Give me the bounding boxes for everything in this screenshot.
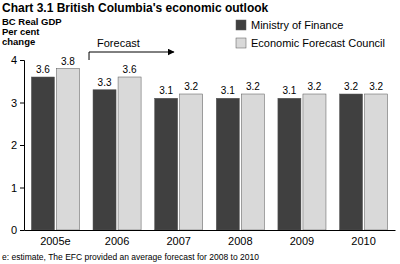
y-tick-label: 4 <box>11 54 17 66</box>
x-tick-label: 2006 <box>105 235 129 247</box>
x-tick: 2010 <box>351 230 375 247</box>
x-tick-label: 2009 <box>290 235 314 247</box>
y-tick-mark <box>20 145 24 146</box>
bar <box>365 94 388 230</box>
x-tick-label: 2007 <box>166 235 190 247</box>
y-tick: 2 <box>11 139 24 151</box>
bars <box>31 69 387 231</box>
forecast-arrow-stem <box>89 52 90 60</box>
data-label: 3.3 <box>98 77 112 88</box>
x-tick: 2006 <box>105 230 129 247</box>
x-tick: 2007 <box>166 230 190 247</box>
y-tick: 1 <box>11 182 24 194</box>
data-label: 3.2 <box>308 81 322 92</box>
y-tick-mark <box>20 230 24 231</box>
y-tick-label: 2 <box>11 139 17 151</box>
bar <box>303 94 326 230</box>
legend-swatch <box>236 38 246 48</box>
bar <box>180 94 203 230</box>
x-tick: 2005e <box>40 230 71 247</box>
x-tick: 2009 <box>290 230 314 247</box>
data-label: 3.2 <box>246 81 260 92</box>
data-label: 3.8 <box>61 56 75 67</box>
x-tick: 2008 <box>228 230 252 247</box>
y-tick: 3 <box>11 97 24 109</box>
y-tick-mark <box>20 103 24 104</box>
bar <box>155 98 178 230</box>
data-label: 3.1 <box>159 85 173 96</box>
y-axis: 0 1 2 3 4 <box>11 54 25 236</box>
bar <box>118 77 141 230</box>
data-label: 3.2 <box>369 81 383 92</box>
x-tick-label: 2008 <box>228 235 252 247</box>
y-tick: 0 <box>11 224 24 236</box>
data-label: 3.6 <box>36 64 50 75</box>
data-label: 3.1 <box>282 85 296 96</box>
y-tick-mark <box>20 188 24 189</box>
forecast-arrow <box>89 52 174 53</box>
legend-swatch <box>236 20 246 30</box>
bar <box>31 77 54 230</box>
x-axis: 2005e 2006 2007 2008 2009 2010 <box>25 230 396 247</box>
bar <box>340 94 363 230</box>
y-tick: 4 <box>11 54 24 66</box>
footnote: e: estimate, The EFC provided an average… <box>2 252 259 262</box>
bar <box>216 98 239 230</box>
bar <box>56 69 79 231</box>
y-tick-label: 3 <box>11 97 17 109</box>
y-tick-mark <box>20 60 24 61</box>
bar <box>241 94 264 230</box>
data-label: 3.6 <box>123 64 137 75</box>
legend-label: Economic Forecast Council <box>251 37 385 49</box>
chart: Chart 3.1 British Columbia's economic ou… <box>0 0 400 264</box>
x-tick-label: 2005e <box>40 235 71 247</box>
y-axis-line <box>20 61 25 231</box>
x-axis-line <box>25 230 396 231</box>
y-axis-title: change <box>2 36 35 47</box>
y-tick-label: 1 <box>11 182 17 194</box>
data-label: 3.1 <box>221 85 235 96</box>
annotation: Forecast <box>97 37 140 49</box>
legend: Ministry of Finance Economic Forecast Cou… <box>236 19 385 49</box>
data-label: 3.2 <box>184 81 198 92</box>
bar <box>278 98 301 230</box>
bar <box>93 90 116 230</box>
y-tick-label: 0 <box>11 224 17 236</box>
title: Chart 3.1 British Columbia's economic ou… <box>2 1 269 15</box>
data-label: 3.2 <box>344 81 358 92</box>
legend-label: Ministry of Finance <box>251 19 343 31</box>
x-tick-label: 2010 <box>351 235 375 247</box>
